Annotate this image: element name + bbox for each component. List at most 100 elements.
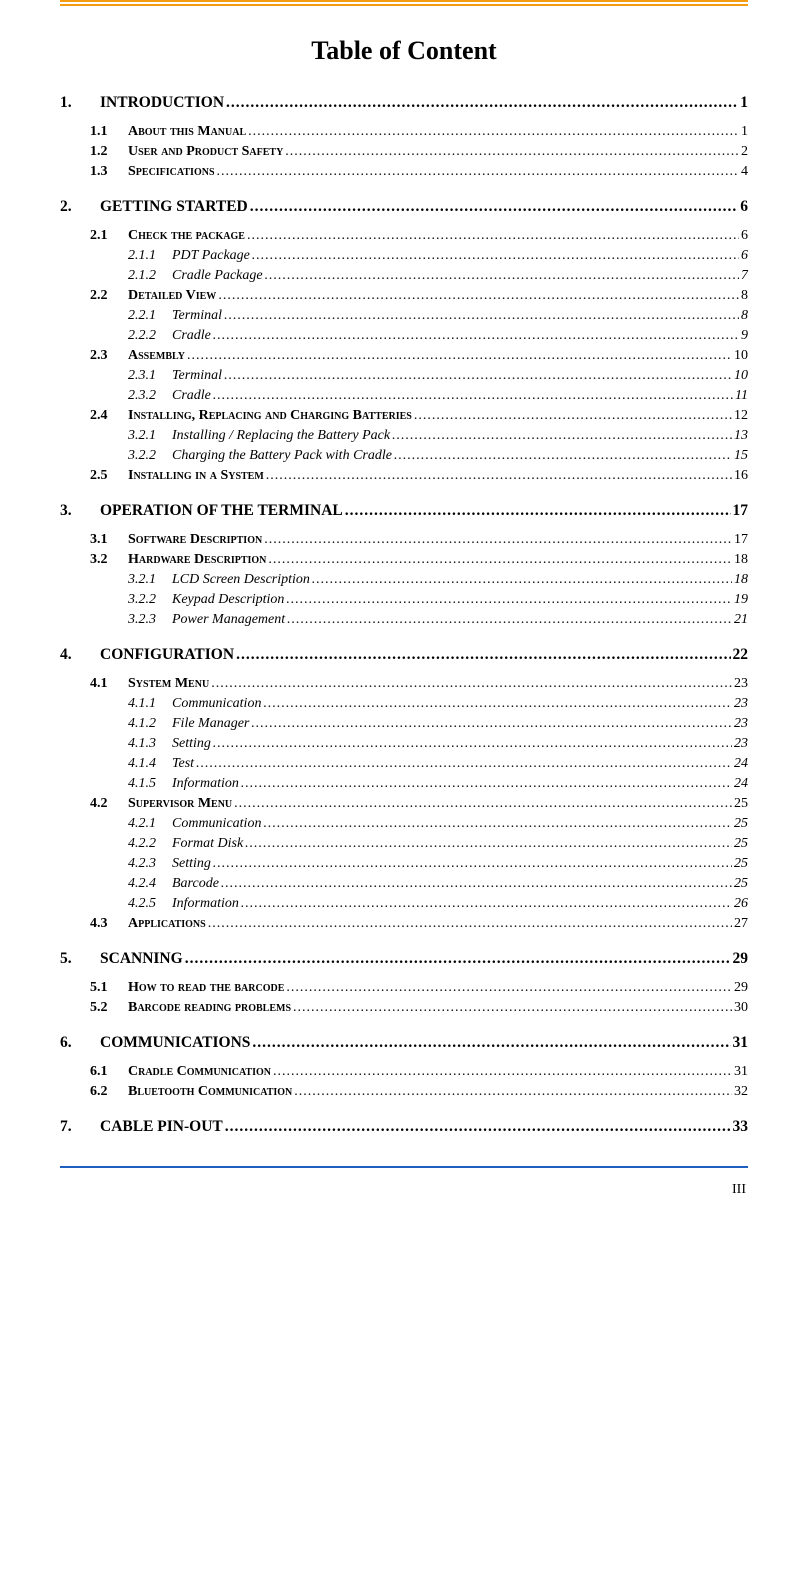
toc-page-number: 2 <box>741 144 748 160</box>
toc-label: Installing, Replacing and Charging Batte… <box>128 408 412 424</box>
toc-leader-dots <box>392 428 732 444</box>
toc-leader-dots <box>286 980 732 996</box>
toc-leader-dots <box>187 348 732 364</box>
toc-entry: 2.1.2Cradle Package 7 <box>60 268 748 284</box>
toc-number: 2.3.1 <box>128 368 172 384</box>
toc-number: 2.3.2 <box>128 388 172 404</box>
toc-entry: 2.1.1PDT Package6 <box>60 248 748 264</box>
page-number: III <box>60 1182 748 1198</box>
toc-number: 6.2 <box>90 1084 128 1100</box>
toc-number: 6. <box>60 1034 100 1052</box>
toc-leader-dots <box>250 198 739 216</box>
toc-leader-dots <box>265 268 739 284</box>
table-of-contents: 1.INTRODUCTION11.1About this Manual11.2U… <box>60 94 748 1136</box>
toc-number: 5.2 <box>90 1000 128 1016</box>
toc-entry: 1.INTRODUCTION1 <box>60 94 748 112</box>
toc-leader-dots <box>225 1118 731 1136</box>
toc-label: Installing / Replacing the Battery Pack <box>172 428 390 444</box>
toc-label: LCD Screen Description <box>172 572 310 588</box>
toc-leader-dots <box>345 502 731 520</box>
toc-entry: 7.CABLE PIN-OUT33 <box>60 1118 748 1136</box>
toc-page-number: 15 <box>734 448 748 464</box>
toc-page-number: 7 <box>741 268 748 284</box>
toc-entry: 3.1Software Description 17 <box>60 532 748 548</box>
toc-label: Barcode reading problems <box>128 1000 291 1016</box>
toc-label: Detailed View <box>128 288 216 304</box>
toc-page-number: 25 <box>734 796 748 812</box>
toc-page-number: 1 <box>741 124 748 140</box>
toc-label: File Manager <box>172 716 249 732</box>
toc-page-number: 13 <box>734 428 748 444</box>
toc-entry: 4.1.5Information24 <box>60 776 748 792</box>
toc-leader-dots <box>217 164 739 180</box>
toc-label: Information <box>172 896 239 912</box>
toc-number: 2. <box>60 198 100 216</box>
toc-page-number: 29 <box>734 980 748 996</box>
toc-leader-dots <box>236 646 730 664</box>
toc-label: INTRODUCTION <box>100 94 224 112</box>
toc-number: 3.1 <box>90 532 128 548</box>
toc-label: Hardware Description <box>128 552 266 568</box>
toc-label: Cradle Package <box>172 268 263 284</box>
toc-entry: 4.2.1Communication25 <box>60 816 748 832</box>
toc-leader-dots <box>196 756 732 772</box>
toc-page-number: 25 <box>734 876 748 892</box>
toc-page-number: 10 <box>734 348 748 364</box>
toc-label: Assembly <box>128 348 185 364</box>
toc-page-number: 6 <box>740 198 748 216</box>
toc-number: 4.1.5 <box>128 776 172 792</box>
toc-page-number: 18 <box>734 572 748 588</box>
toc-page-number: 10 <box>734 368 748 384</box>
toc-label: Format Disk <box>172 836 243 852</box>
toc-page-number: 30 <box>734 1000 748 1016</box>
toc-label: Information <box>172 776 239 792</box>
toc-label: Test <box>172 756 194 772</box>
toc-leader-dots <box>208 916 732 932</box>
toc-label: SCANNING <box>100 950 183 968</box>
toc-entry: 2.3.1Terminal10 <box>60 368 748 384</box>
toc-entry: 2.3.2Cradle11 <box>60 388 748 404</box>
toc-page-number: 12 <box>734 408 748 424</box>
toc-page-number: 11 <box>735 388 748 404</box>
toc-number: 4.1.2 <box>128 716 172 732</box>
toc-entry: 2.2.1Terminal8 <box>60 308 748 324</box>
toc-number: 3.2 <box>90 552 128 568</box>
toc-label: Terminal <box>172 308 222 324</box>
toc-page-number: 1 <box>740 94 748 112</box>
toc-label: PDT Package <box>172 248 250 264</box>
toc-page-number: 26 <box>734 896 748 912</box>
toc-page-number: 8 <box>741 308 748 324</box>
toc-number: 1.1 <box>90 124 128 140</box>
toc-label: Software Description <box>128 532 262 548</box>
toc-leader-dots <box>221 876 732 892</box>
toc-leader-dots <box>293 1000 732 1016</box>
toc-page-number: 33 <box>733 1118 749 1136</box>
toc-page-number: 23 <box>734 736 748 752</box>
toc-entry: 4.2.4Barcode25 <box>60 876 748 892</box>
toc-page-number: 17 <box>734 532 748 548</box>
toc-page-number: 19 <box>734 592 748 608</box>
toc-number: 3.2.2 <box>128 592 172 608</box>
toc-page-number: 27 <box>734 916 748 932</box>
toc-page-number: 32 <box>734 1084 748 1100</box>
top-horizontal-rule <box>60 0 748 6</box>
toc-entry: 3.OPERATION OF THE TERMINAL17 <box>60 502 748 520</box>
toc-label: Barcode <box>172 876 219 892</box>
toc-entry: 6.1Cradle Communication31 <box>60 1064 748 1080</box>
toc-number: 3. <box>60 502 100 520</box>
toc-leader-dots <box>264 532 732 548</box>
toc-leader-dots <box>234 796 732 812</box>
toc-leader-dots <box>266 468 732 484</box>
toc-leader-dots <box>273 1064 732 1080</box>
toc-entry: 5.SCANNING29 <box>60 950 748 968</box>
toc-leader-dots <box>252 1034 730 1052</box>
toc-page-number: 23 <box>734 676 748 692</box>
toc-label: Communication <box>172 816 261 832</box>
toc-label: Bluetooth Communication <box>128 1084 292 1100</box>
toc-label: Cradle <box>172 328 211 344</box>
toc-page-number: 4 <box>741 164 748 180</box>
toc-label: OPERATION OF THE TERMINAL <box>100 502 343 520</box>
toc-entry: 4.1.2File Manager23 <box>60 716 748 732</box>
toc-entry: 4.2Supervisor Menu25 <box>60 796 748 812</box>
toc-number: 2.1.2 <box>128 268 172 284</box>
